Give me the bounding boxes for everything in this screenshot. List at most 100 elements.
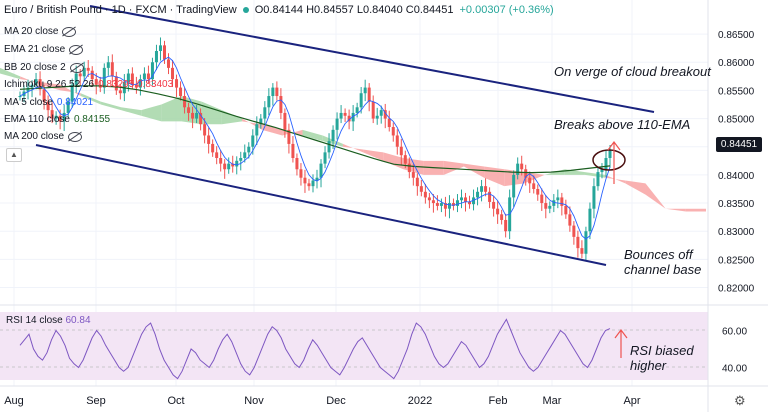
price-tick-label: 0.85500 (718, 86, 755, 97)
candle-body (588, 208, 592, 232)
candle-body (435, 203, 439, 206)
time-tick-label: Oct (167, 395, 184, 407)
rsi-line (19, 318, 611, 380)
indicator-ma200[interactable]: MA 200 close (4, 131, 83, 142)
hidden-eye-icon[interactable] (69, 62, 84, 73)
symbol-title[interactable]: Euro / British Pound · 1D · FXCM · Tradi… (4, 4, 237, 16)
cloud-segment (161, 96, 182, 122)
candle-body (391, 127, 395, 136)
candle-body (227, 163, 231, 170)
rsi-value: 60.84 (65, 315, 91, 326)
candle-body (359, 93, 363, 108)
candle-body (78, 73, 82, 77)
time-tick-label: 2022 (408, 395, 432, 407)
candle-body (275, 87, 279, 97)
candle-body (395, 135, 399, 147)
indicator-ema110[interactable]: EMA 110 close 0.84155 (4, 114, 110, 125)
candle-body (327, 141, 331, 153)
candle-body (110, 62, 114, 77)
indicator-label: MA 20 close (4, 26, 59, 37)
candle-body (427, 197, 431, 201)
annotation-cloud-breakout: On verge of cloud breakout (554, 64, 711, 79)
collapse-legend-icon[interactable]: ▲ (6, 148, 22, 162)
candle-body (299, 169, 303, 178)
time-axis[interactable]: Aug Sep Oct Nov Dec 2022 Feb Mar Apr (4, 395, 641, 407)
candle-body (114, 76, 118, 91)
annotation-rsi-line2: higher (630, 358, 667, 373)
candle-body (323, 152, 327, 164)
indicator-ma20[interactable]: MA 20 close (4, 26, 77, 37)
candle-body (536, 188, 540, 195)
cloud-segment (665, 208, 686, 212)
rsi-band (0, 312, 708, 380)
time-tick-label: Mar (543, 395, 562, 407)
candle-body (66, 101, 70, 113)
candle-body (223, 163, 227, 170)
candle-body (451, 203, 455, 206)
candle-body (38, 79, 42, 90)
candle-body (46, 101, 50, 111)
change-value: +0.00307 (+0.36%) (459, 4, 554, 16)
candle-body (231, 163, 235, 167)
indicator-label: MA 200 close (4, 131, 65, 142)
candle-body (30, 84, 34, 88)
candle-body (375, 115, 379, 119)
candle-body (251, 135, 255, 147)
indicator-label: Ichimoku 9 26 52 26 (4, 79, 95, 90)
candle-body (443, 203, 447, 209)
candle-body (271, 87, 275, 97)
price-tick-label: 0.83000 (718, 227, 755, 238)
candle-body (600, 169, 604, 173)
candle-body (263, 107, 267, 119)
cloud-segment (605, 174, 626, 184)
candle-body (339, 112, 343, 119)
candle-body (34, 79, 38, 85)
hidden-eye-icon[interactable] (69, 44, 84, 55)
candle-body (512, 174, 516, 198)
time-tick-label: Apr (623, 395, 640, 407)
candle-body (576, 236, 580, 249)
time-tick-label: Nov (244, 395, 264, 407)
price-axis[interactable]: 0.865000.860000.855000.850000.845000.840… (718, 30, 755, 294)
candle-body (138, 79, 142, 88)
candle-body (243, 152, 247, 158)
candle-body (484, 186, 488, 192)
rsi-axis[interactable]: 60.00 40.00 (722, 327, 747, 375)
candle-body (423, 191, 427, 198)
candle-body (26, 87, 30, 92)
cloud-segment (645, 183, 666, 209)
cloud-segment (141, 104, 162, 122)
candle-body (335, 118, 339, 130)
gear-icon[interactable]: ⚙ (734, 393, 746, 408)
candle-body (447, 203, 451, 209)
candle-body (118, 90, 122, 94)
indicator-ma5[interactable]: MA 5 close 0.84021 (4, 97, 93, 108)
candle-body (343, 112, 347, 116)
rsi-legend[interactable]: RSI 14 close 60.84 (6, 315, 91, 326)
market-status-icon (242, 7, 249, 13)
candle-body (387, 118, 391, 128)
candle-body (459, 197, 463, 201)
indicator-ichimoku[interactable]: Ichimoku 9 26 52 26 0.83295 0.83403 (4, 79, 173, 90)
candle-body (331, 129, 335, 142)
candle-body (415, 177, 419, 187)
candle-body (540, 194, 544, 204)
indicator-bb20[interactable]: BB 20 close 2 (4, 62, 84, 73)
cloud-segment (625, 180, 646, 195)
candle-body (351, 112, 355, 122)
candle-body (552, 200, 556, 206)
cloud-segment (60, 84, 81, 97)
channel-lower-line (35, 144, 607, 266)
last-price-tag: 0.84451 (716, 137, 762, 152)
indicator-ema21[interactable]: EMA 21 close (4, 44, 84, 55)
candle-body (171, 67, 175, 80)
hidden-eye-icon[interactable] (62, 26, 77, 37)
candle-body (167, 59, 171, 68)
rsi-tick-label: 40.00 (722, 364, 747, 375)
candle-body (187, 107, 191, 113)
candle-body (219, 158, 223, 164)
cloud-segment (121, 107, 142, 116)
hidden-eye-icon[interactable] (68, 131, 83, 142)
candle-body (134, 84, 138, 88)
